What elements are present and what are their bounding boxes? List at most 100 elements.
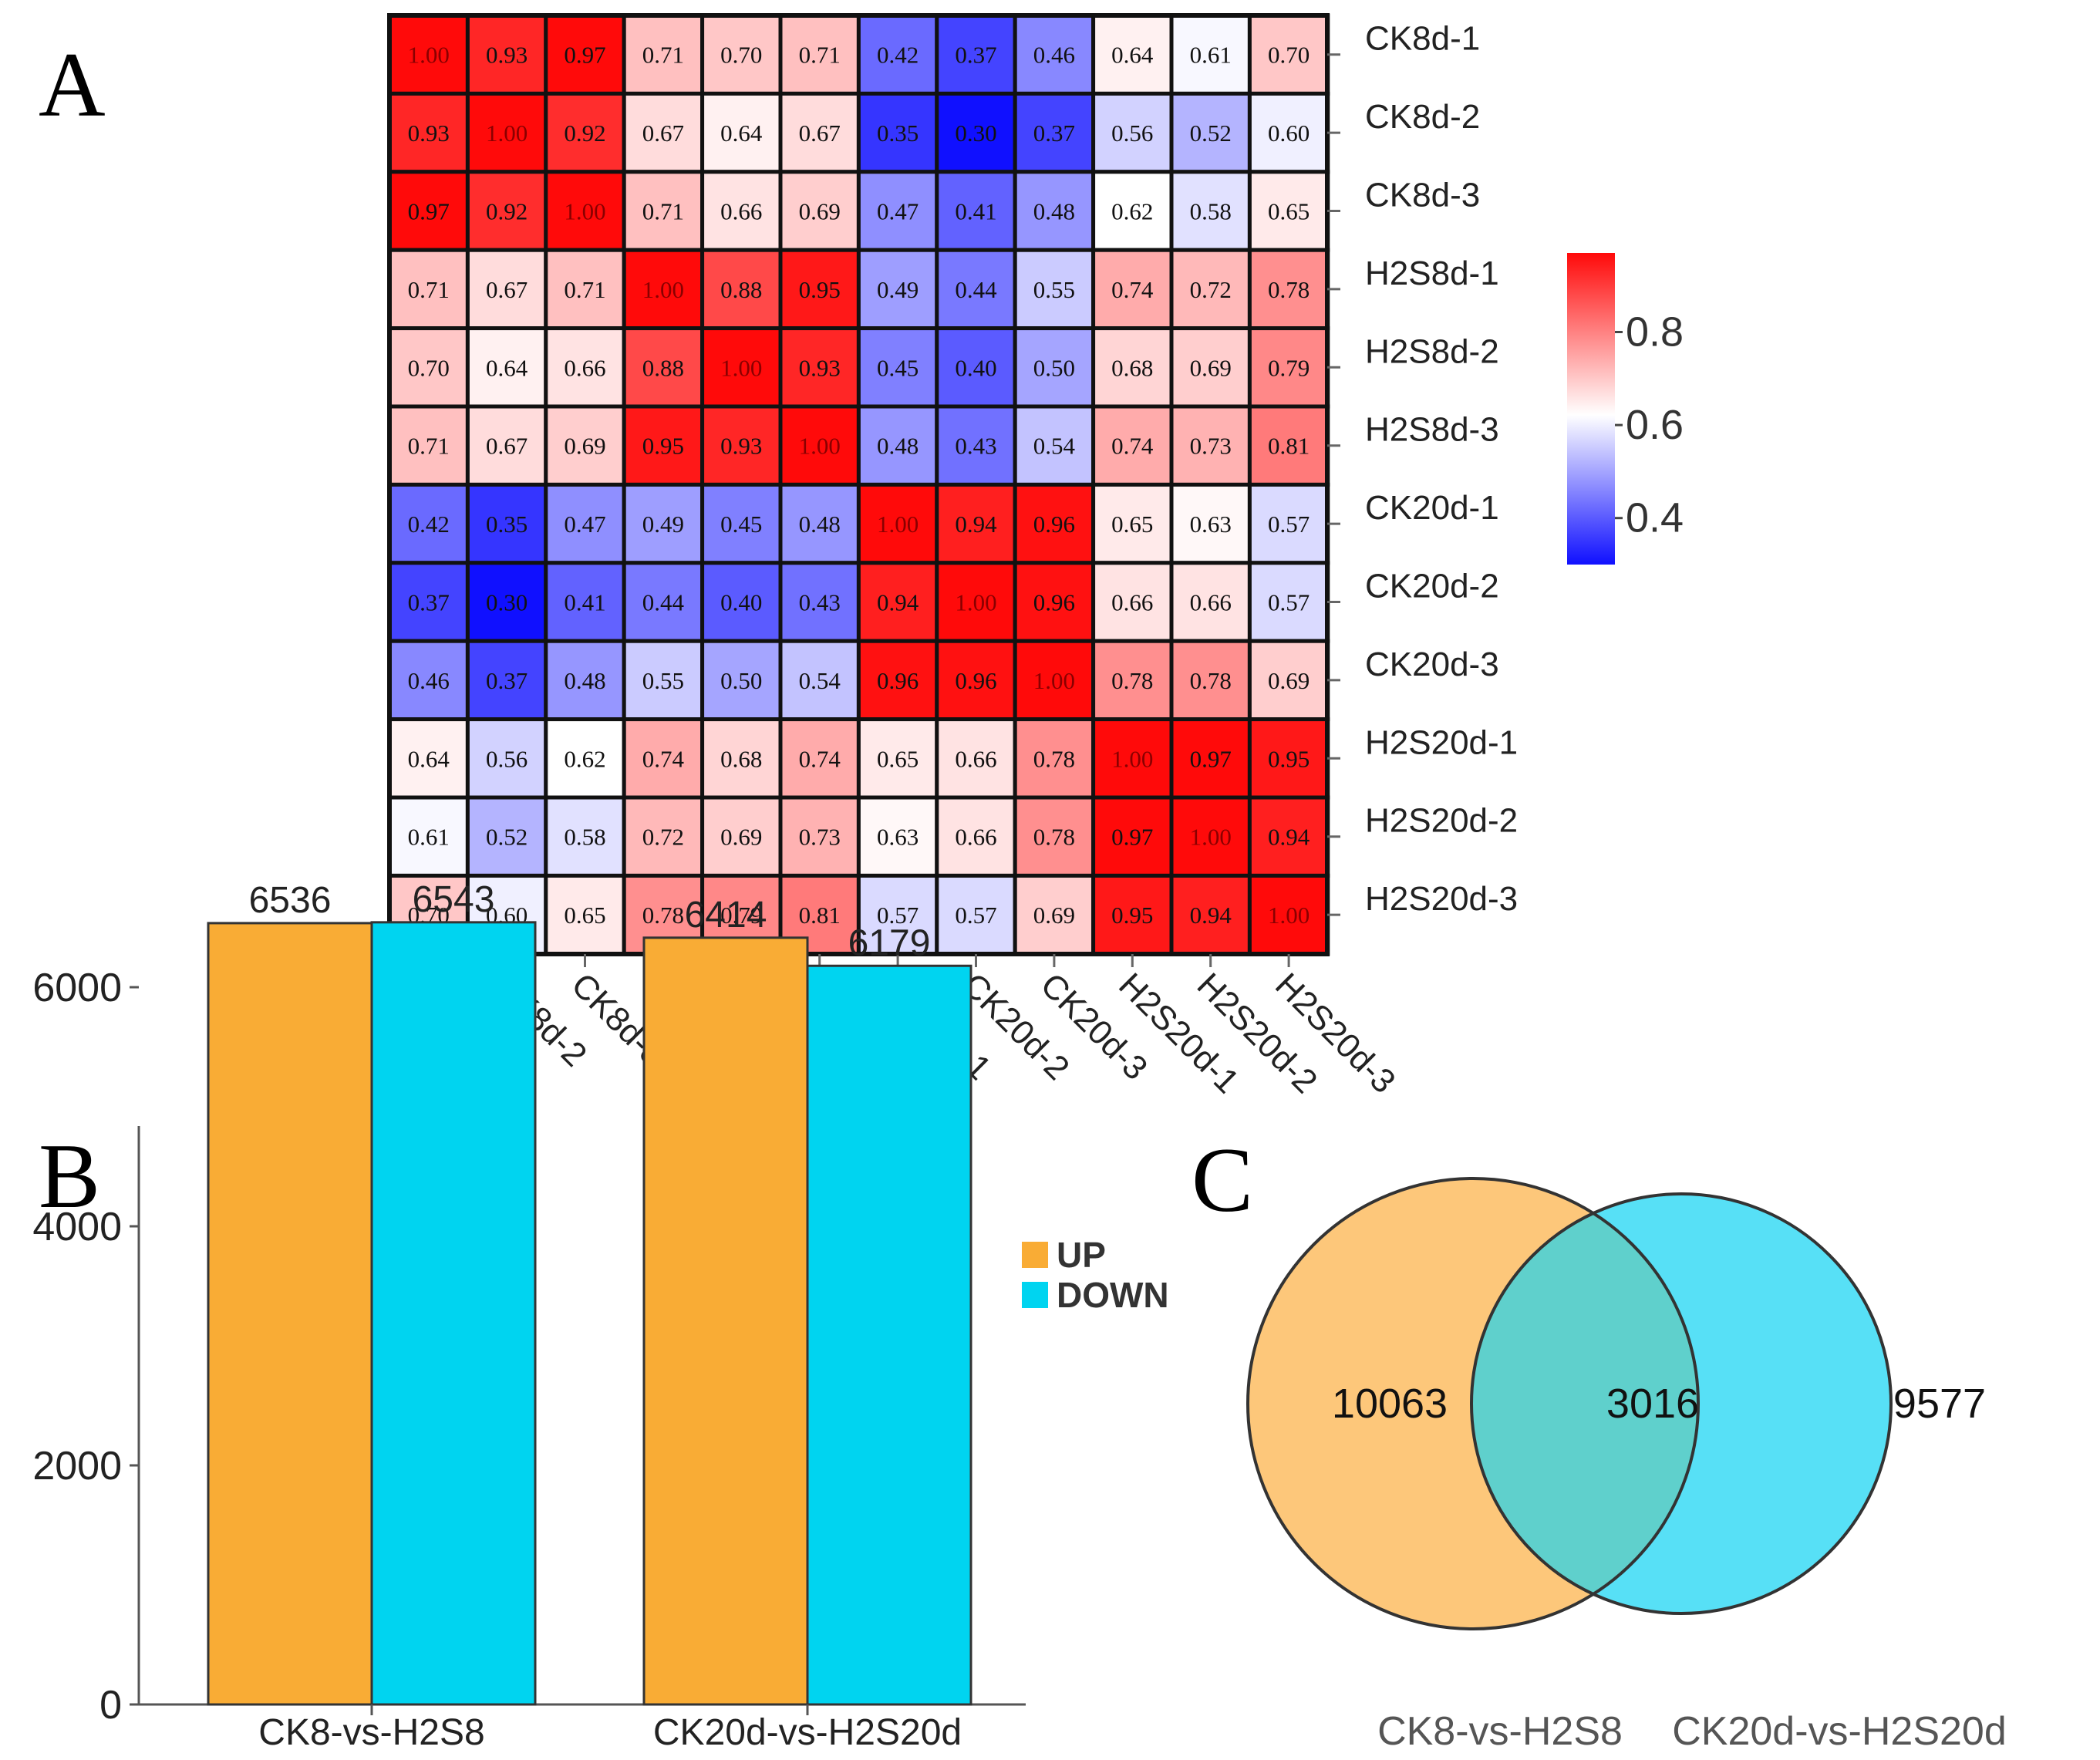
heatmap-cell-value: 0.74 (1111, 433, 1154, 460)
heatmap-cell-value: 0.58 (1190, 198, 1232, 225)
heatmap-cell-value: 0.69 (1268, 667, 1310, 694)
heatmap-cell-value: 0.49 (877, 276, 919, 303)
heatmap-cell-value: 0.45 (877, 354, 919, 381)
x-tick-label: CK8-vs-H2S8 (258, 1712, 484, 1753)
heatmap-cell-value: 0.35 (486, 511, 528, 538)
legend-label-up: UP (1057, 1235, 1106, 1275)
heatmap-cell (935, 561, 1017, 643)
heatmap-cell-value: 0.69 (1190, 354, 1232, 381)
heatmap-cell-value: 0.93 (799, 354, 841, 381)
bar-up (207, 922, 373, 1706)
venn-diagram: 10063 3016 9577 CK8-vs-H2S8 CK20d-vs-H2S20d (1246, 1177, 2007, 1754)
heatmap-cell-value: 0.71 (642, 42, 684, 69)
heatmap-cell (778, 326, 861, 409)
bar-value-label: 6536 (249, 880, 332, 921)
heatmap-cell-value: 1.00 (1268, 902, 1310, 929)
heatmap-cell-value: 1.00 (1033, 667, 1075, 694)
heatmap-cell-value: 0.67 (642, 120, 684, 147)
heatmap-cell (1091, 873, 1174, 956)
heatmap-cell-value: 0.37 (408, 589, 450, 616)
heatmap-cell-value: 0.81 (1268, 433, 1310, 460)
heatmap-cell-value: 0.45 (720, 511, 762, 538)
heatmap-cell-value: 0.93 (408, 120, 450, 147)
legend-label-down: DOWN (1057, 1275, 1169, 1315)
panel-label-c: C (1192, 1128, 1253, 1231)
heatmap-cell (1013, 91, 1096, 174)
heatmap-cell-value: 0.97 (1190, 745, 1232, 772)
heatmap-cell (856, 91, 939, 174)
heatmap-cell (1169, 326, 1252, 409)
venn-set-label: CK8-vs-H2S8 (1377, 1709, 1623, 1754)
heatmap-cell-value: 0.70 (408, 354, 450, 381)
heatmap-cell-value: 0.56 (1111, 120, 1153, 147)
heatmap-cell (856, 326, 939, 409)
heatmap-cell-value: 0.65 (877, 745, 919, 772)
heatmap-cell-value: 0.78 (1111, 667, 1153, 694)
heatmap-cell-value: 0.46 (1033, 42, 1075, 69)
heatmap-row-labels: CK8d-1 CK8d-2 CK8d-3 H2S8d-1 H2S8d-2 H2S8d-3 C… (1327, 20, 1518, 918)
deg-bar-chart: 0 2000 4000 6000 6536 6543 6414 6179 CK8-vs-H2… (32, 879, 1168, 1753)
row-label: H2S8d-1 (1365, 255, 1499, 292)
heatmap-cell-value: 0.66 (955, 824, 996, 851)
heatmap-cell (544, 795, 626, 878)
heatmap-cell-value: 0.57 (955, 902, 996, 929)
heatmap-cell (465, 795, 548, 878)
heatmap-cell-value: 0.68 (1111, 354, 1153, 381)
heatmap-cell-value: 0.94 (1268, 824, 1310, 851)
heatmap-cell-value: 0.95 (799, 276, 841, 303)
row-label: CK20d-3 (1365, 646, 1499, 683)
heatmap-cell-value: 0.52 (486, 824, 528, 851)
heatmap-cell (1247, 404, 1330, 487)
heatmap-cell-value: 0.30 (486, 589, 528, 616)
heatmap-cell (465, 91, 548, 174)
heatmap-cell-value: 0.47 (564, 511, 605, 538)
heatmap-cell (465, 639, 548, 722)
heatmap-cell (778, 795, 861, 878)
heatmap-cell (1091, 326, 1174, 409)
heatmap-cell-value: 0.65 (1111, 511, 1153, 538)
heatmap-cell (544, 639, 626, 722)
heatmap-cell-value: 1.00 (486, 120, 528, 147)
bar-down (806, 964, 972, 1706)
bar-up (642, 936, 809, 1706)
venn-set-a-outline (1246, 1177, 1700, 1630)
row-label: H2S20d-2 (1365, 802, 1518, 840)
heatmap-cell-value: 0.96 (877, 667, 919, 694)
heatmap-cell-value: 0.96 (1033, 511, 1075, 538)
heatmap-cell (935, 873, 1017, 956)
heatmap-cell-value: 0.70 (720, 42, 762, 69)
heatmap-cell-value: 0.37 (1033, 120, 1075, 147)
heatmap-cell-value: 0.71 (408, 276, 450, 303)
venn-set-label: CK20d-vs-H2S20d (1672, 1709, 2007, 1754)
heatmap-cell-value: 0.57 (1268, 589, 1310, 616)
heatmap-cell-value: 0.72 (642, 824, 684, 851)
heatmap-cell-value: 1.00 (642, 276, 684, 303)
heatmap-cell-value: 0.43 (955, 433, 996, 460)
heatmap-cell-value: 0.66 (564, 354, 605, 381)
venn-set-b-only-count: 9577 (1893, 1381, 1986, 1427)
bar-value-label: 6414 (685, 895, 767, 936)
heatmap-cell (1169, 91, 1252, 174)
heatmap-cell-value: 1.00 (1190, 824, 1232, 851)
heatmap-cell (544, 404, 626, 487)
bar-value-label: 6543 (413, 879, 495, 920)
heatmap-cell (700, 639, 783, 722)
heatmap-cell-value: 0.44 (642, 589, 685, 616)
heatmap-cell-value: 0.93 (486, 42, 528, 69)
heatmap-cell (1013, 561, 1096, 643)
heatmap-cell (778, 91, 861, 174)
heatmap-border (387, 13, 1330, 956)
heatmap-cell-value: 0.95 (642, 433, 684, 460)
heatmap-cell-value: 0.95 (1111, 902, 1153, 929)
heatmap-cell-value: 0.61 (1190, 42, 1232, 69)
heatmap-cell (387, 13, 470, 96)
heatmap-cell (700, 404, 783, 487)
heatmap-cell (544, 13, 626, 96)
heatmap-cell-value: 0.35 (877, 120, 919, 147)
heatmap-cell-value: 0.46 (408, 667, 450, 694)
legend-swatch-up (1022, 1242, 1048, 1268)
heatmap-cell-value: 0.43 (799, 589, 841, 616)
heatmap-cell-value: 0.49 (642, 511, 684, 538)
heatmap-cell-value: 0.97 (408, 198, 450, 225)
